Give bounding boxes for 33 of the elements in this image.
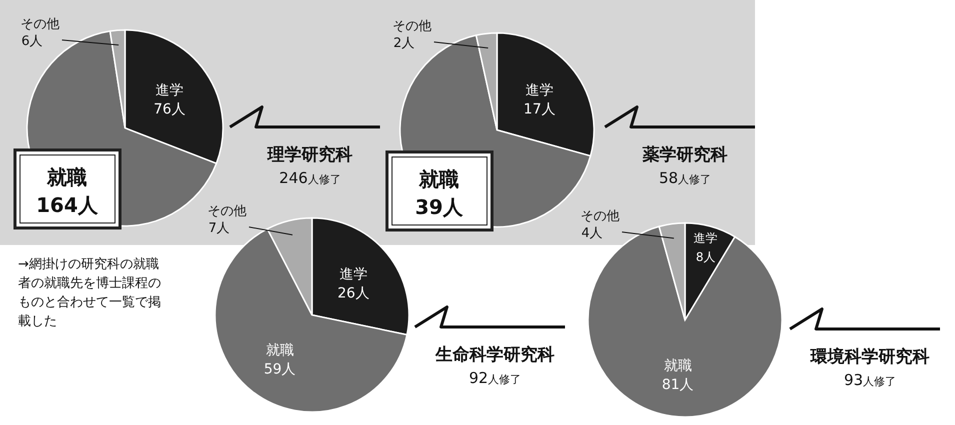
text: 92人修了 [468, 369, 522, 387]
data-label: 164人 [36, 193, 99, 217]
slice-label: 進学 [155, 82, 184, 99]
text: 93人修了 [844, 371, 896, 389]
data-label: 2人 [393, 36, 415, 51]
slice-label: 就職 [266, 342, 294, 359]
data-label: 17人 [524, 102, 556, 118]
data-label: 26人 [337, 285, 370, 302]
data-label: 8人 [696, 250, 716, 264]
data-label: 4人 [581, 226, 603, 241]
slice-label: 進学 [339, 266, 368, 282]
text: 生命科学研究科 [434, 345, 554, 365]
slice-label: その他 [580, 209, 620, 224]
slice-label: その他 [20, 17, 60, 32]
data-label: 39人 [415, 195, 464, 219]
text: 理学研究科 [266, 145, 352, 165]
data-label: 81人 [662, 376, 694, 393]
text: 58人修了 [658, 169, 712, 187]
slice-label: その他 [208, 204, 246, 219]
slice-label: 就職 [46, 165, 87, 189]
data-label: 76人 [154, 102, 186, 118]
text: →網掛けの研究科の就職者の就職先を博士課程のものと合わせて一覧で掲載した [18, 257, 161, 329]
text: 薬学研究科 [642, 145, 728, 165]
text: 環境科学研究科 [810, 347, 930, 367]
text: 246人修了 [279, 169, 341, 187]
data-label: 7人 [208, 221, 230, 236]
slice-label: 進学 [525, 82, 554, 99]
slice-label: 就職 [664, 358, 692, 374]
slice-label: 就職 [418, 167, 459, 191]
data-label: 6人 [21, 34, 43, 49]
data-label: 59人 [264, 362, 296, 378]
slice-label: その他 [392, 19, 432, 34]
slice-label: 進学 [694, 231, 718, 246]
